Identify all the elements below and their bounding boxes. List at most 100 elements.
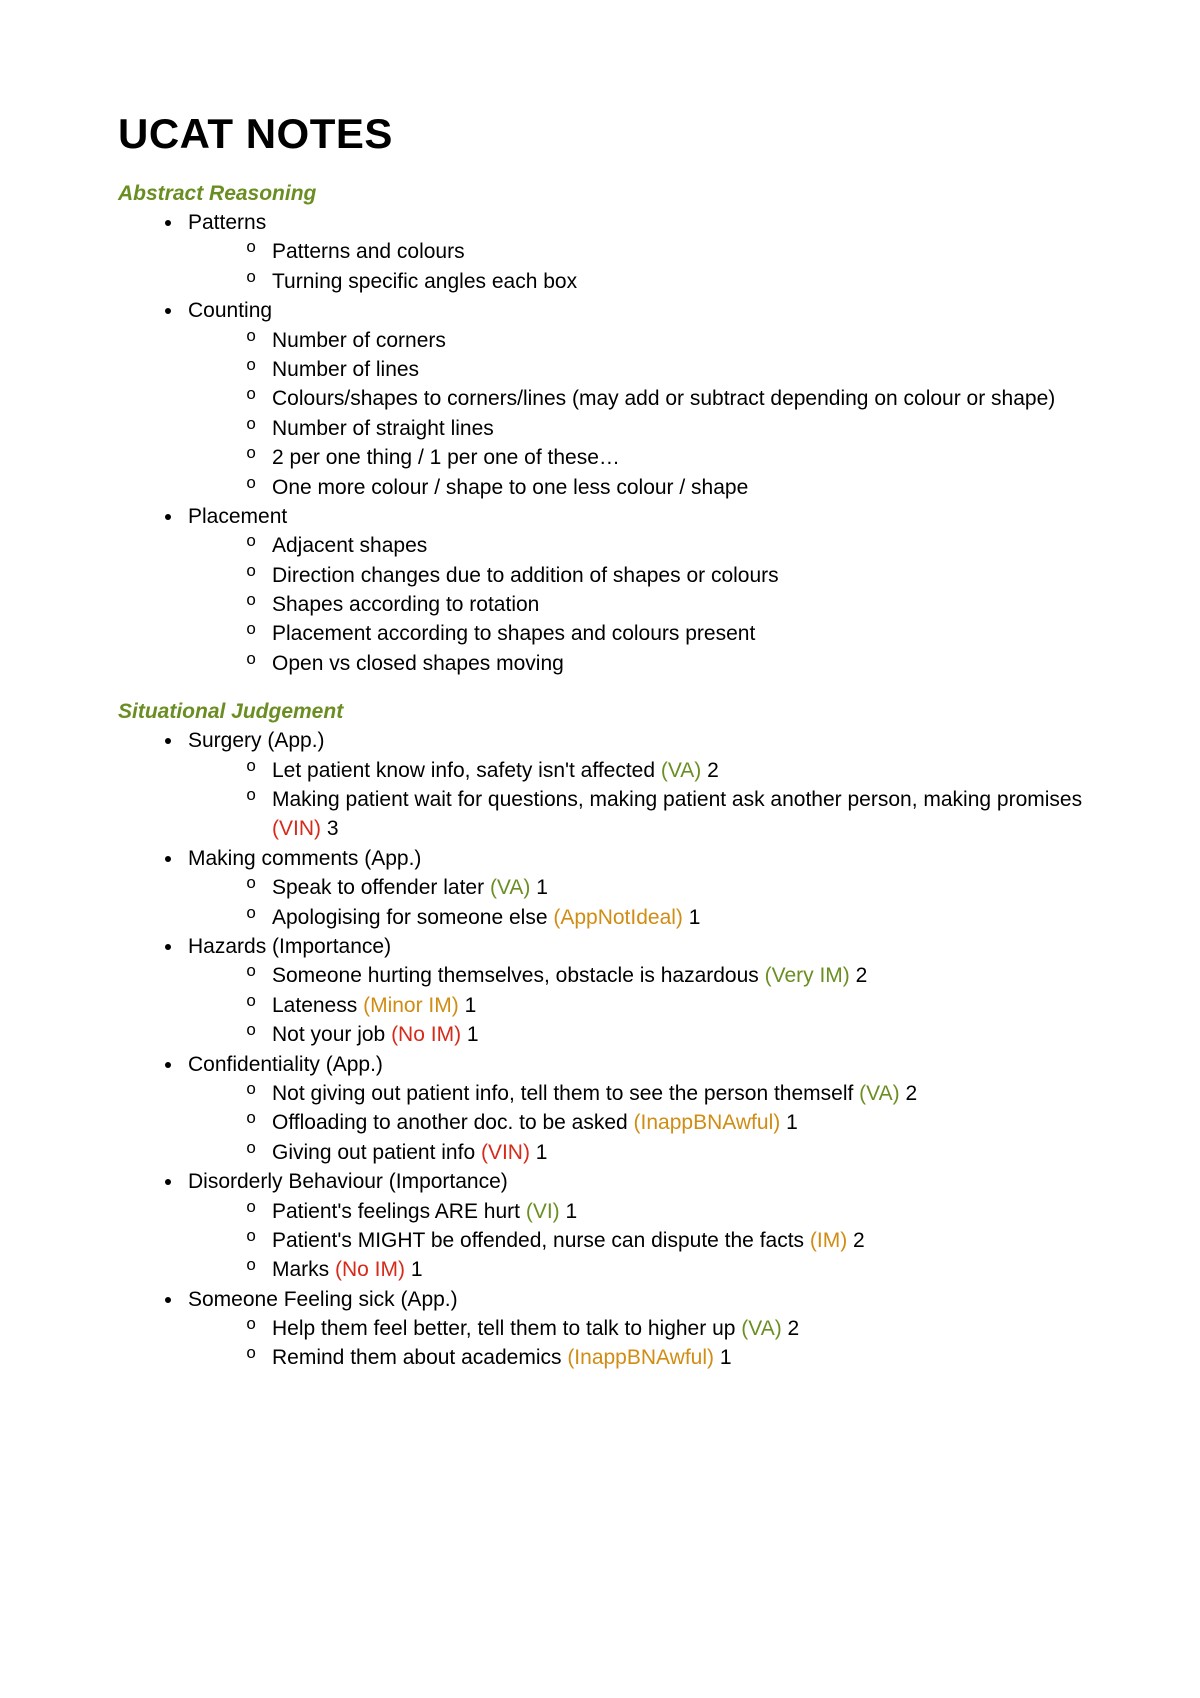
list-item: Lateness (Minor IM) 1 (248, 991, 1085, 1020)
list-item-text: Shapes according to rotation (272, 593, 539, 616)
count-suffix: 1 (714, 1346, 732, 1369)
list-item-text: Offloading to another doc. to be asked (272, 1111, 634, 1134)
rating-tag: (Very IM) (765, 964, 850, 987)
rating-tag: (VA) (490, 876, 530, 899)
list-item: Marks (No IM) 1 (248, 1255, 1085, 1284)
count-suffix: 1 (683, 906, 701, 929)
list-item: Patient's feelings ARE hurt (VI) 1 (248, 1197, 1085, 1226)
list-item-label: Counting (188, 299, 272, 322)
rating-tag: (VIN) (272, 817, 321, 840)
list-item: Speak to offender later (VA) 1 (248, 873, 1085, 902)
list-item: Someone hurting themselves, obstacle is … (248, 961, 1085, 990)
bullet-list-level2: Someone hurting themselves, obstacle is … (188, 961, 1085, 1049)
section-heading: Situational Judgement (118, 700, 1085, 724)
list-item: Number of corners (248, 326, 1085, 355)
list-item: CountingNumber of corners Number of lines… (184, 296, 1085, 502)
bullet-list-level1: Surgery (App.) Let patient know info, saf… (118, 726, 1085, 1373)
list-item: 2 per one thing / 1 per one of these… (248, 443, 1085, 472)
count-suffix: 1 (530, 1141, 548, 1164)
count-suffix: 2 (850, 964, 868, 987)
list-item-text: Not your job (272, 1023, 391, 1046)
list-item: Not your job (No IM) 1 (248, 1020, 1085, 1049)
count-suffix: 1 (560, 1200, 578, 1223)
count-suffix: 1 (530, 876, 548, 899)
rating-tag: (AppNotIdeal) (553, 906, 683, 929)
list-item-text: Colours/shapes to corners/lines (may add… (272, 387, 1055, 410)
rating-tag: (No IM) (391, 1023, 461, 1046)
list-item: Direction changes due to addition of sha… (248, 561, 1085, 590)
list-item: Adjacent shapes (248, 531, 1085, 560)
list-item: Not giving out patient info, tell them t… (248, 1079, 1085, 1108)
list-item-label: Disorderly Behaviour (Importance) (188, 1170, 508, 1193)
list-item-text: Patterns and colours (272, 240, 465, 263)
list-item: Patterns and colours (248, 237, 1085, 266)
list-item: Patient's MIGHT be offended, nurse can d… (248, 1226, 1085, 1255)
bullet-list-level2: Let patient know info, safety isn't affe… (188, 756, 1085, 844)
bullet-list-level1: Patterns Patterns and colours Turning spec… (118, 208, 1085, 678)
count-suffix: 1 (459, 994, 477, 1017)
list-item: Disorderly Behaviour (Importance) Patient… (184, 1167, 1085, 1285)
bullet-list-level2: Patterns and colours Turning specific ang… (188, 237, 1085, 296)
list-item-text: Lateness (272, 994, 363, 1017)
list-item-text: Not giving out patient info, tell them t… (272, 1082, 859, 1105)
page-container: UCAT NOTES Abstract ReasoningPatternsPat… (0, 0, 1200, 1455)
rating-tag: (VA) (661, 759, 701, 782)
list-item-label: Confidentiality (App.) (188, 1053, 383, 1076)
list-item: Remind them about academics (InappBNAwfu… (248, 1343, 1085, 1372)
list-item-label: Surgery (App.) (188, 729, 325, 752)
list-item: Offloading to another doc. to be asked (… (248, 1108, 1085, 1137)
list-item-text: Adjacent shapes (272, 534, 427, 557)
bullet-list-level2: Speak to offender later (VA) 1 Apologisin… (188, 873, 1085, 932)
count-suffix: 1 (461, 1023, 479, 1046)
list-item-text: Number of corners (272, 329, 446, 352)
list-item-text: Giving out patient info (272, 1141, 481, 1164)
list-item: Number of straight lines (248, 414, 1085, 443)
list-item-text: Number of straight lines (272, 417, 494, 440)
list-item-text: Someone hurting themselves, obstacle is … (272, 964, 765, 987)
section-heading: Abstract Reasoning (118, 182, 1085, 206)
list-item-label: Hazards (Importance) (188, 935, 391, 958)
list-item: Patterns Patterns and colours Turning spec… (184, 208, 1085, 296)
list-item: Let patient know info, safety isn't affe… (248, 756, 1085, 785)
count-suffix: 3 (321, 817, 339, 840)
bullet-list-level2: Number of corners Number of lines Colours/… (188, 326, 1085, 502)
list-item: Colours/shapes to corners/lines (may add… (248, 384, 1085, 413)
list-item: Giving out patient info (VIN) 1 (248, 1138, 1085, 1167)
list-item: Making comments (App.) Speak to offender … (184, 844, 1085, 932)
count-suffix: 1 (405, 1258, 423, 1281)
list-item-text: Making patient wait for questions, makin… (272, 788, 1082, 811)
count-suffix: 2 (701, 759, 719, 782)
rating-tag: (VA) (741, 1317, 781, 1340)
bullet-list-level2: Not giving out patient info, tell them t… (188, 1079, 1085, 1167)
sections-root: Abstract Reasoning Patterns Patterns and c… (118, 182, 1085, 1373)
list-item-text: Turning specific angles each box (272, 270, 577, 293)
list-item-label: Placement (188, 505, 287, 528)
list-item: Open vs closed shapes moving (248, 649, 1085, 678)
count-suffix: 1 (780, 1111, 798, 1134)
list-item-text: Number of lines (272, 358, 419, 381)
list-item: Help them feel better, tell them to talk… (248, 1314, 1085, 1343)
list-item-text: Placement according to shapes and colour… (272, 622, 755, 645)
list-item-text: Apologising for someone else (272, 906, 553, 929)
list-item-text: Patient's MIGHT be offended, nurse can d… (272, 1229, 810, 1252)
list-item: Making patient wait for questions, makin… (248, 785, 1085, 844)
list-item-text: Speak to offender later (272, 876, 490, 899)
rating-tag: (VA) (859, 1082, 899, 1105)
rating-tag: (InappBNAwful) (634, 1111, 781, 1134)
list-item-text: Open vs closed shapes moving (272, 652, 564, 675)
list-item-label: Someone Feeling sick (App.) (188, 1288, 458, 1311)
list-item: Someone Feeling sick (App.) Help them fee… (184, 1285, 1085, 1373)
list-item-text: Direction changes due to addition of sha… (272, 564, 779, 587)
list-item: Shapes according to rotation (248, 590, 1085, 619)
rating-tag: (IM) (810, 1229, 847, 1252)
list-item: Confidentiality (App.) Not giving out pat… (184, 1050, 1085, 1168)
list-item: Hazards (Importance) Someone hurting them… (184, 932, 1085, 1050)
count-suffix: 2 (782, 1317, 800, 1340)
list-item-label: Patterns (188, 211, 266, 234)
count-suffix: 2 (847, 1229, 865, 1252)
rating-tag: (VI) (526, 1200, 560, 1223)
page-title: UCAT NOTES (118, 110, 1085, 158)
rating-tag: (InappBNAwful) (567, 1346, 714, 1369)
list-item-label: Making comments (App.) (188, 847, 421, 870)
bullet-list-level2: Patient's feelings ARE hurt (VI) 1 Patien… (188, 1197, 1085, 1285)
